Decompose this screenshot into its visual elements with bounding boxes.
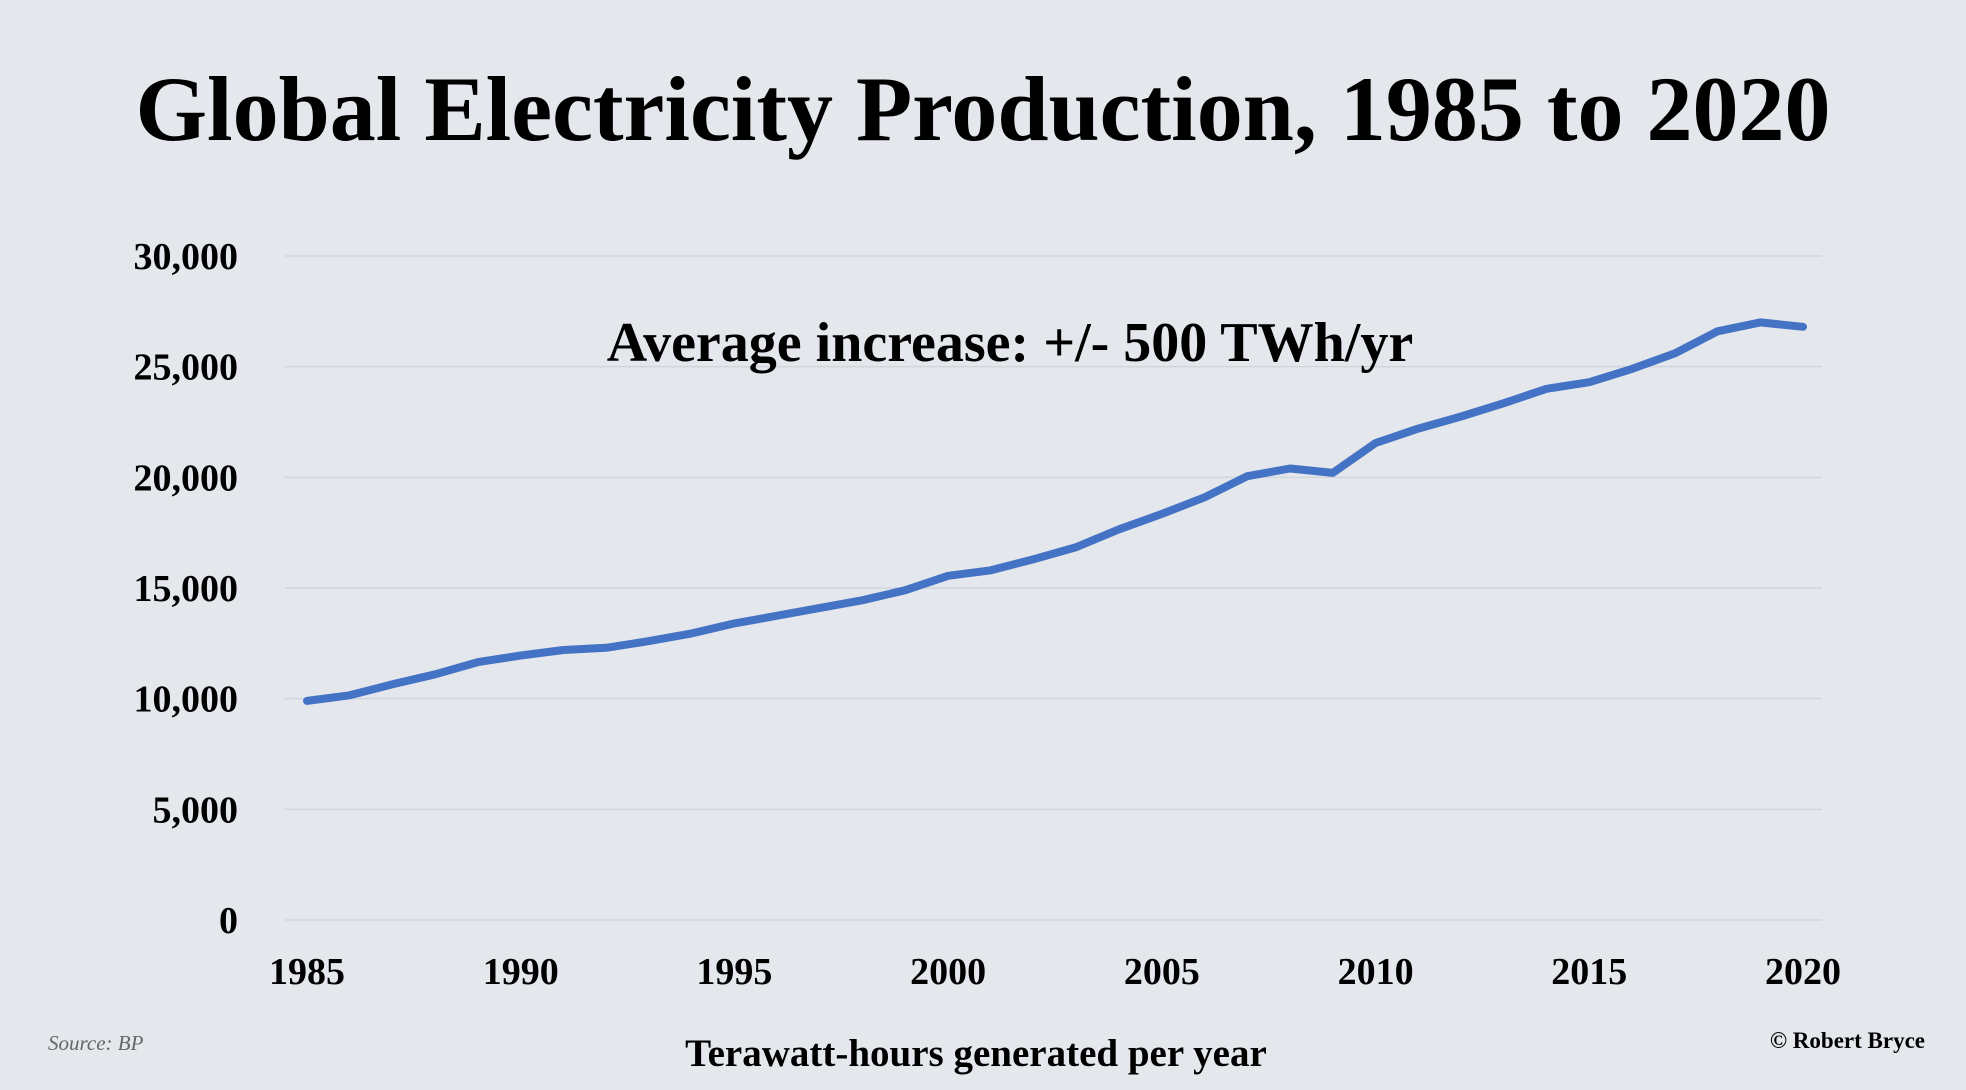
x-tick-label: 2020 [1765,951,1841,993]
data-point [1714,327,1722,335]
x-tick-label: 1990 [483,951,559,993]
y-tick-label: 15,000 [134,568,239,610]
y-axis-ticks: 0 5,000 10,000 15,000 20,000 25,000 30,000 [134,236,239,942]
x-tick-label: 2000 [910,951,986,993]
x-axis-ticks: 1985 1990 1995 2000 2005 2010 2015 2020 [269,951,1841,993]
y-tick-label: 5,000 [153,789,239,831]
data-point [1158,510,1166,518]
series-line [303,318,1807,705]
chart-annotation: Average increase: +/- 500 TWh/yr [607,312,1413,374]
data-point [346,691,354,699]
y-tick-label: 10,000 [134,679,239,721]
data-point [944,572,952,580]
data-point [1500,399,1508,407]
data-point [987,566,995,574]
data-point [1671,349,1679,357]
data-point [816,604,824,612]
data-point [901,586,909,594]
y-tick-label: 0 [219,900,238,942]
data-point [773,612,781,620]
y-tick-label: 20,000 [134,457,239,499]
x-tick-label: 2010 [1338,951,1414,993]
x-tick-label: 1995 [696,951,772,993]
credit-note: © Robert Bryce [1770,1028,1925,1053]
chart-title: Global Electricity Production, 1985 to 2… [135,58,1830,160]
data-point [1756,318,1764,326]
x-tick-label: 2005 [1124,951,1200,993]
data-point [1030,555,1038,563]
data-point [1115,525,1123,533]
data-point [859,596,867,604]
data-point [1201,493,1209,501]
data-point [688,629,696,637]
data-point [1243,472,1251,480]
data-point [1628,365,1636,373]
x-tick-label: 2015 [1551,951,1627,993]
x-tick-label: 1985 [269,951,345,993]
data-point [388,680,396,688]
data-point [559,646,567,654]
data-point [303,697,311,705]
data-point [1585,378,1593,386]
data-point [1329,469,1337,477]
data-point [1543,385,1551,393]
data-point [1072,543,1080,551]
y-tick-label: 30,000 [134,236,239,278]
data-point [1799,323,1807,331]
x-axis-label: Terawatt-hours generated per year [685,1032,1267,1075]
data-point [517,652,525,660]
data-point [730,619,738,627]
data-point [1372,439,1380,447]
series-group [303,318,1807,705]
data-point [431,670,439,678]
data-point [1414,425,1422,433]
y-tick-label: 25,000 [134,347,239,389]
data-point [474,658,482,666]
data-point [602,644,610,652]
source-note: Source: BP [48,1031,144,1055]
data-point [1286,464,1294,472]
data-point [1457,412,1465,420]
data-point [645,637,653,645]
gridlines [285,255,1822,921]
